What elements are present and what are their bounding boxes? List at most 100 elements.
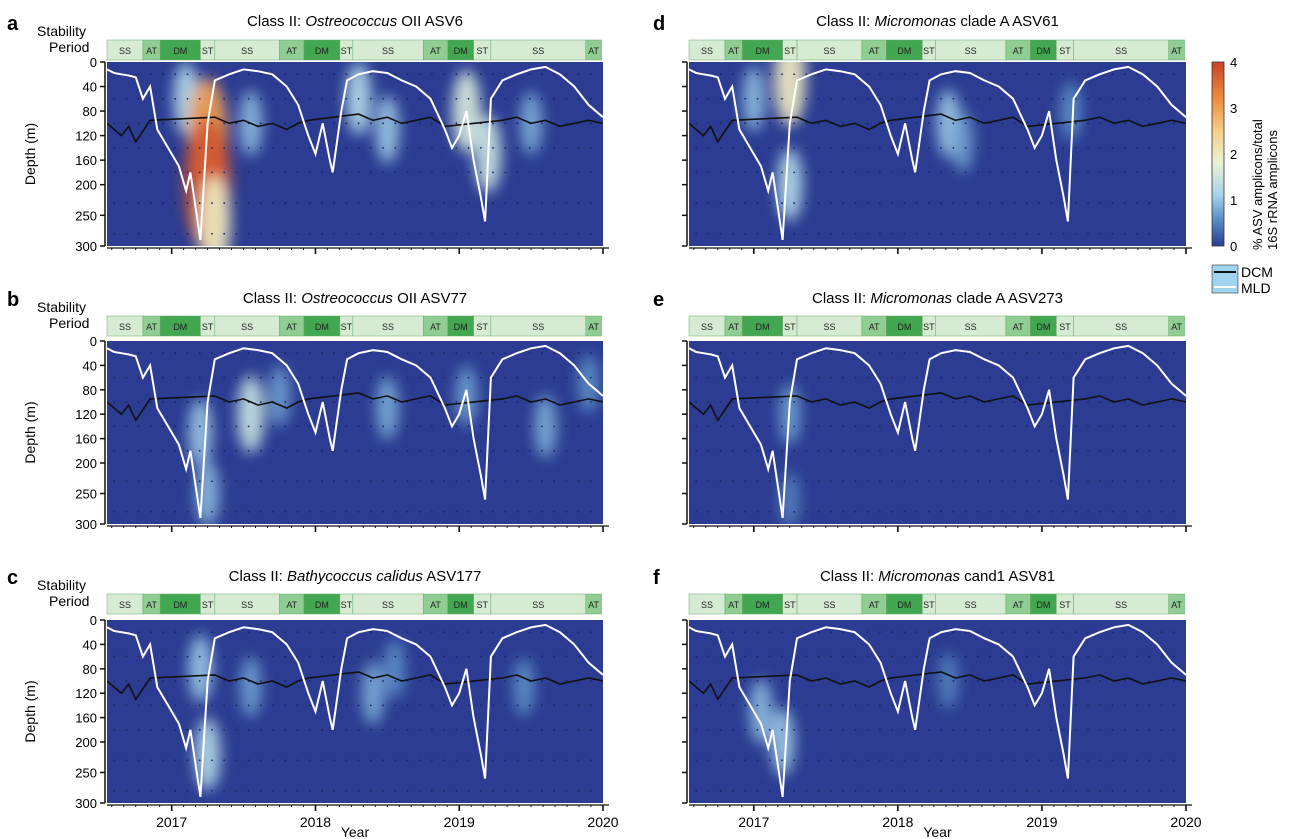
sample-dot	[866, 449, 869, 452]
sample-dot	[540, 704, 543, 707]
sample-dot	[382, 759, 384, 762]
sample-dot	[719, 352, 722, 355]
sample-dot	[915, 789, 918, 792]
sample-dot	[1038, 401, 1040, 403]
sample-dot	[369, 352, 372, 355]
y-tick-label: 250	[75, 766, 97, 781]
sample-dot	[1001, 376, 1004, 379]
sample-dot	[1025, 759, 1028, 762]
sample-dot	[394, 728, 397, 731]
sample-dot	[357, 146, 360, 149]
sample-dot	[915, 480, 918, 483]
sample-dot	[989, 97, 991, 100]
sample-dot	[756, 680, 759, 682]
sample-dot	[1148, 232, 1151, 235]
sample-dot	[284, 401, 287, 403]
sample-dot	[1172, 122, 1175, 125]
sample-dot	[394, 376, 397, 379]
panel-letter: d	[653, 13, 665, 35]
sample-dot	[1074, 73, 1077, 76]
stability-label: ST	[341, 322, 353, 332]
sample-dot	[149, 631, 152, 634]
sample-dot	[113, 202, 116, 204]
panel-title-part: Class II:	[247, 13, 305, 30]
sample-dot	[198, 202, 201, 204]
sample-dot	[186, 425, 189, 428]
sample-dot	[589, 480, 592, 483]
sample-dot	[198, 704, 201, 707]
sample-dot	[1013, 401, 1016, 403]
sample-dot	[492, 480, 494, 483]
y-tick-label: 300	[75, 239, 97, 254]
sample-dot	[707, 728, 710, 731]
sample-dot	[321, 789, 323, 792]
sample-dot	[357, 704, 360, 707]
sample-dot	[443, 232, 446, 235]
sample-dot	[915, 680, 918, 682]
sample-dot	[540, 480, 543, 483]
sample-dot	[1160, 146, 1163, 149]
heatmap-cell	[384, 639, 405, 698]
sample-dot	[976, 680, 979, 682]
sample-dot	[125, 122, 128, 125]
sample-dot	[829, 510, 832, 513]
sample-dot	[247, 352, 250, 355]
sample-dot	[976, 146, 979, 149]
sample-dot	[528, 655, 531, 658]
sample-dot	[1111, 510, 1114, 513]
sample-dot	[259, 759, 262, 762]
sample-dot	[964, 73, 967, 76]
sample-dot	[113, 510, 116, 513]
sample-dot	[565, 449, 568, 452]
sample-dot	[1001, 728, 1004, 731]
sample-dot	[296, 449, 299, 452]
sample-dot	[247, 510, 250, 513]
sample-dot	[308, 171, 311, 174]
sample-dot	[516, 510, 519, 513]
sample-dot	[829, 655, 832, 658]
sample-dot	[504, 449, 507, 452]
sample-dot	[174, 171, 177, 174]
stability-label: DM	[454, 322, 468, 332]
panel-title: Class II: Micromonas cand1 ASV81	[820, 568, 1055, 585]
sample-dot	[829, 425, 832, 428]
stability-label: ST	[476, 46, 488, 56]
sample-dot	[1013, 425, 1016, 428]
sample-dot	[431, 704, 433, 707]
sample-dot	[589, 401, 592, 403]
sample-dot	[431, 73, 433, 76]
sample-dot	[149, 480, 152, 483]
sample-dot	[891, 376, 894, 379]
sample-dot	[577, 704, 580, 707]
sample-dot	[768, 631, 771, 634]
sample-dot	[321, 449, 323, 452]
sample-dot	[284, 146, 287, 149]
sample-dot	[223, 759, 226, 762]
sample-dot	[528, 171, 531, 174]
sample-dot	[805, 97, 808, 100]
sample-dot	[394, 655, 397, 658]
sample-dot	[744, 146, 747, 149]
sample-dot	[719, 510, 722, 513]
sample-dot	[854, 655, 857, 658]
sample-dot	[137, 352, 140, 355]
sample-dot	[296, 704, 299, 707]
stability-label: SS	[241, 322, 253, 332]
sample-dot	[406, 425, 409, 428]
sample-dot	[443, 631, 446, 634]
sample-dot	[719, 232, 722, 235]
sample-dot	[247, 704, 250, 707]
sample-dot	[903, 171, 906, 174]
sample-dot	[707, 655, 710, 658]
panel-title-part: Micromonas	[875, 13, 957, 30]
sample-dot	[272, 146, 274, 149]
sample-dot	[382, 449, 384, 452]
sample-dot	[321, 202, 323, 204]
sample-dot	[540, 631, 543, 634]
sample-dot	[382, 655, 384, 658]
colorbar-gradient	[1211, 61, 1225, 247]
sample-dot	[707, 425, 710, 428]
sample-dot	[406, 631, 409, 634]
sample-dot	[1087, 171, 1089, 174]
sample-dot	[321, 376, 323, 379]
